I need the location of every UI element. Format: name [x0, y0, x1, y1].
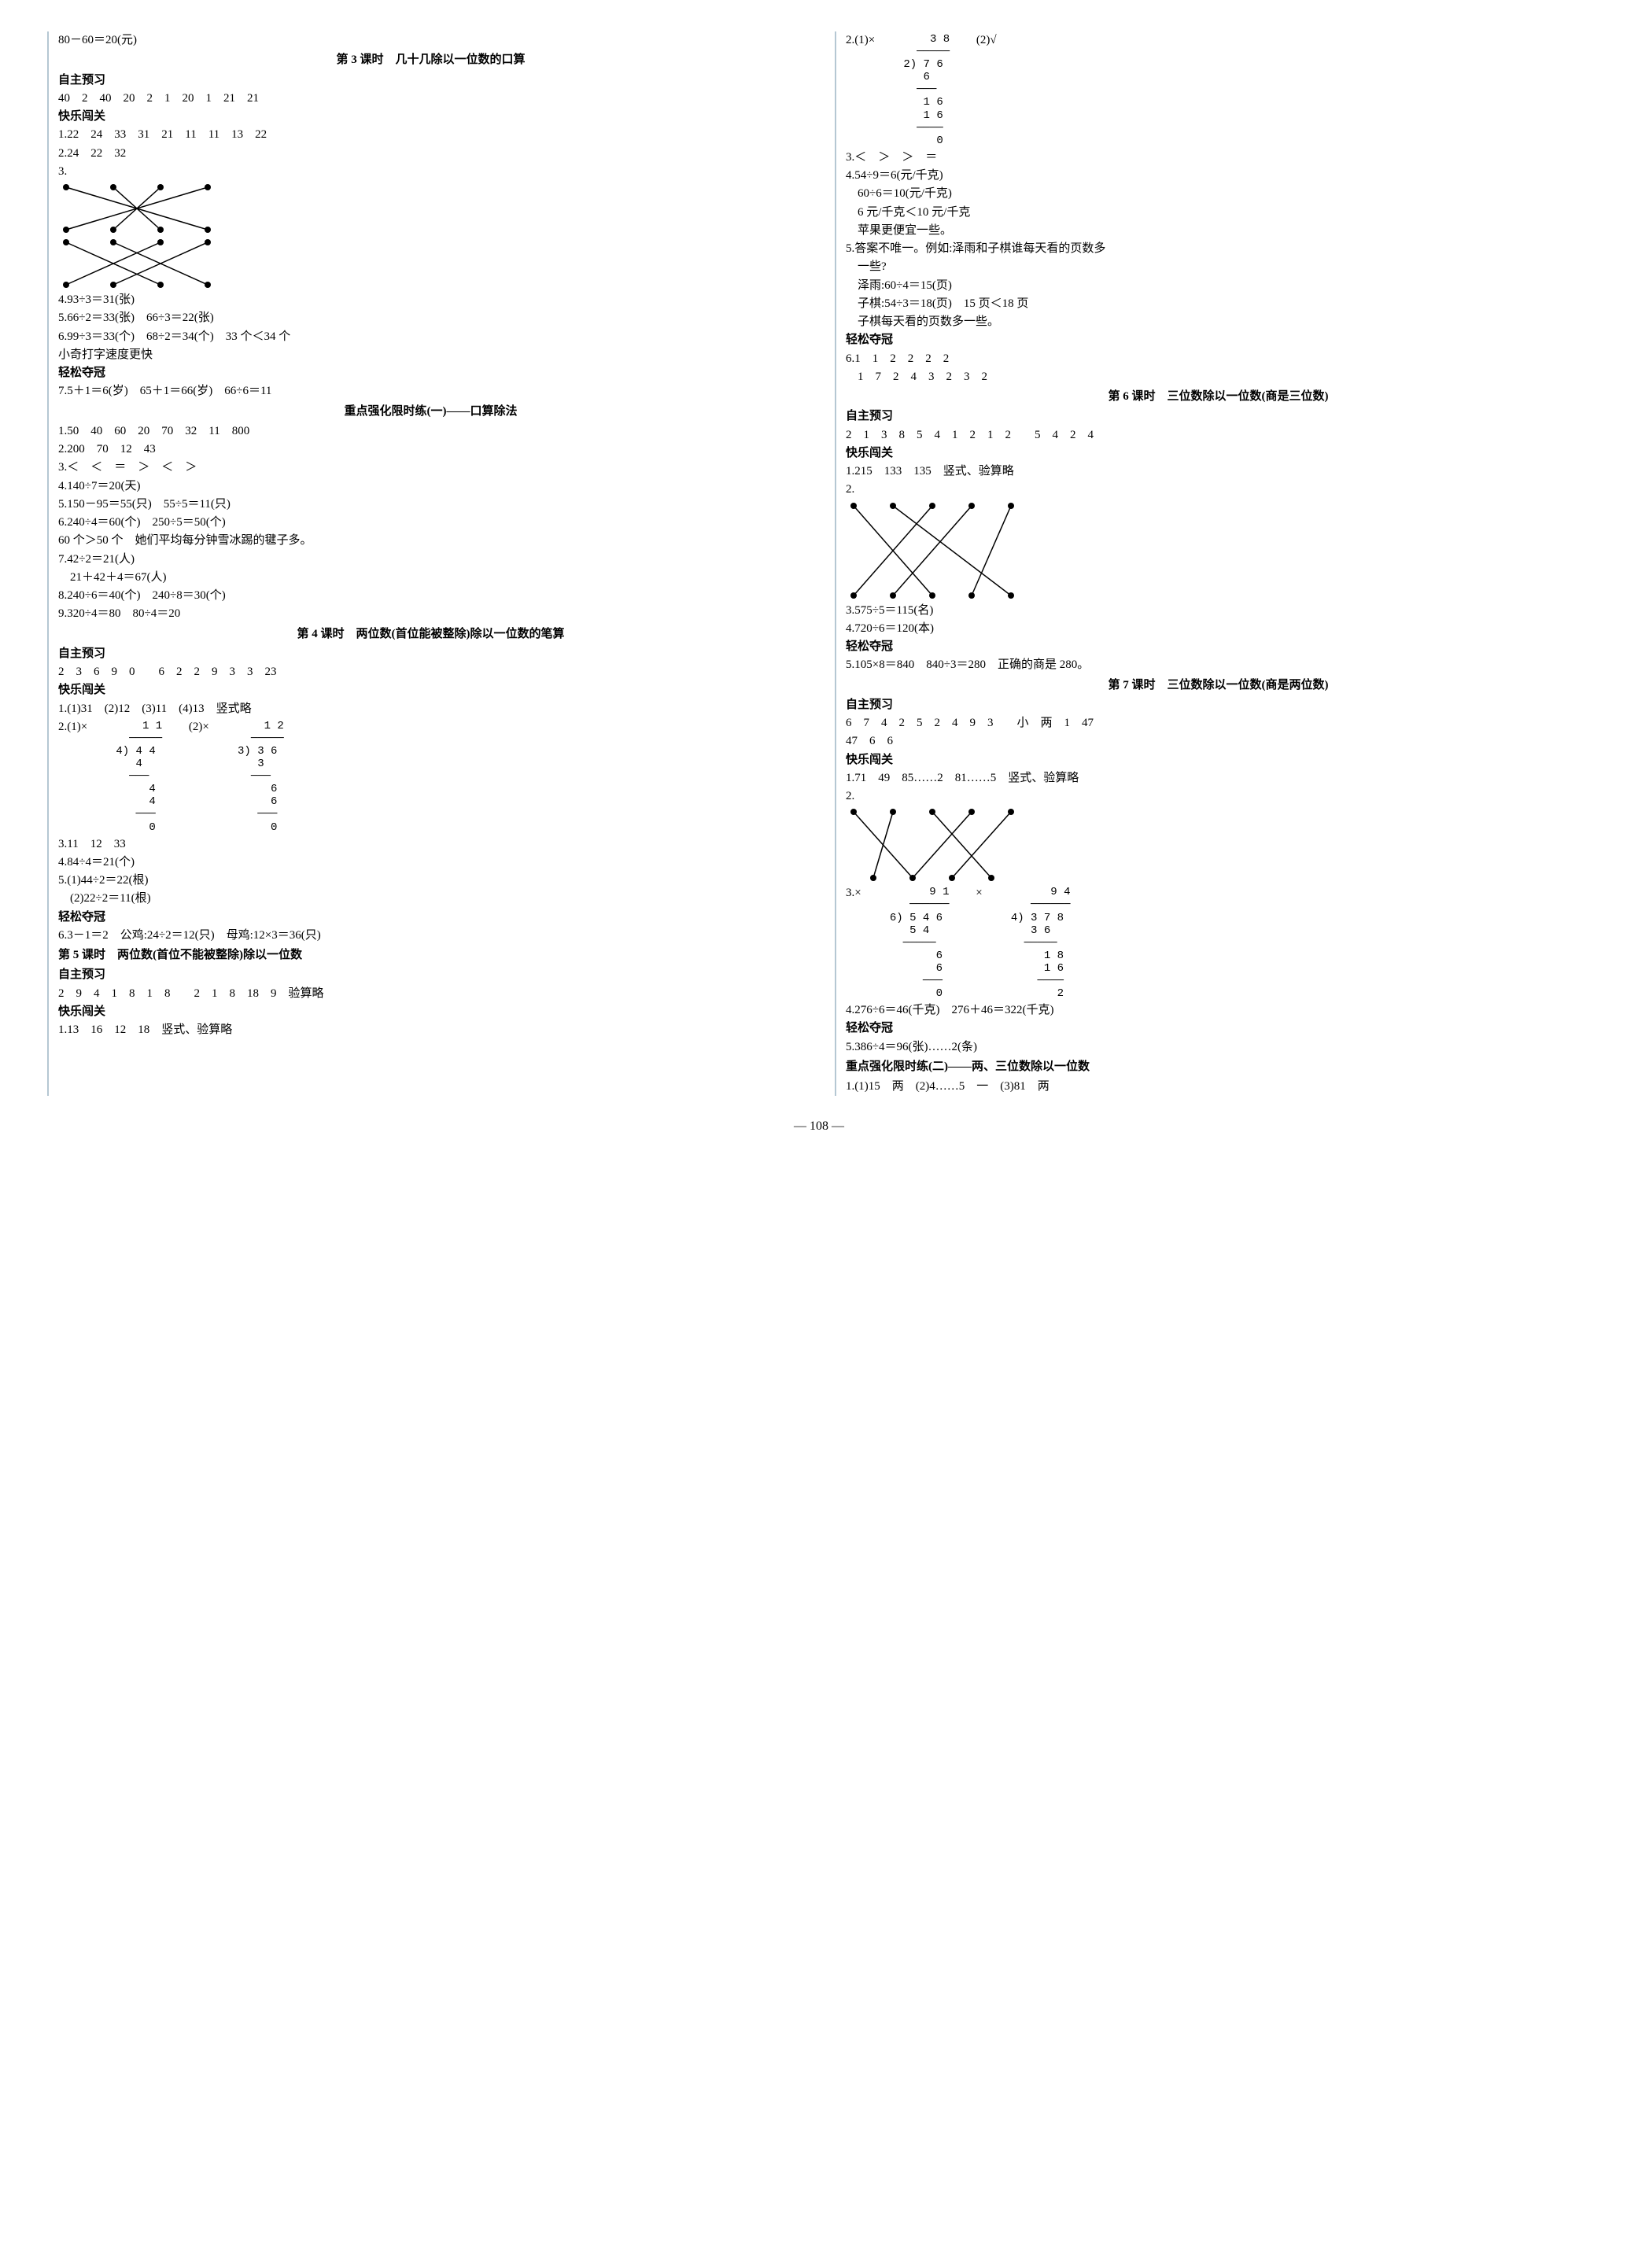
text-line: 一些? [846, 258, 1591, 276]
text-line: 1.50 40 60 20 70 32 11 800 [58, 422, 803, 441]
section-qingsong: 轻松夺冠 [58, 909, 803, 927]
lesson-heading-3: 第 3 课时 几十几除以一位数的口算 [58, 50, 803, 71]
item-label: (2)× [189, 718, 209, 736]
match-diagram-left-bot [58, 236, 216, 291]
text-line: 60 个＞50 个 她们平均每分钟雪冰踢的毽子多。 [58, 532, 803, 550]
text-line: 子棋每天看的页数多一些。 [846, 313, 1591, 331]
practice-heading-2: 重点强化限时练(二)——两、三位数除以一位数 [846, 1057, 1591, 1078]
text-line: 子棋:54÷3＝18(页) 15 页＜18 页 [846, 295, 1591, 313]
text-line: 5.105×8＝840 840÷3＝280 正确的商是 280。 [846, 656, 1591, 674]
text-line: 2 1 3 8 5 4 1 2 1 2 5 4 2 4 [846, 426, 1591, 444]
text-line: 6.99÷3＝33(个) 68÷2＝34(个) 33 个＜34 个 [58, 328, 803, 346]
longdiv-row: 3.× 9 1 ────── 6) 5 4 6 5 4 ───── 6 6 ──… [846, 884, 1591, 1001]
text-line: 47 6 6 [846, 732, 1591, 750]
item-label: 2.(1)× [58, 718, 87, 736]
text-line: 小奇打字速度更快 [58, 346, 803, 364]
section-zizhu: 自主预习 [58, 966, 803, 984]
text-line: 6.3－1＝2 公鸡:24÷2＝12(只) 母鸡:12×3＝36(只) [58, 927, 803, 945]
text-line: 2 9 4 1 8 1 8 2 1 8 18 9 验算略 [58, 985, 803, 1003]
practice-heading-1: 重点强化限时练(一)——口算除法 [58, 401, 803, 422]
text-line: 1.13 16 12 18 竖式、验算略 [58, 1021, 803, 1039]
text-line: 6 元/千克＜10 元/千克 [846, 204, 1591, 222]
text-line: 苹果更便宜一些。 [846, 222, 1591, 240]
lesson-heading-4: 第 4 课时 两位数(首位能被整除)除以一位数的笔算 [58, 624, 803, 645]
text-line: 1.71 49 85……2 81……5 竖式、验算略 [846, 769, 1591, 787]
text-line: 7.42÷2＝21(人) [58, 551, 803, 569]
text-line: 5.66÷2＝33(张) 66÷3＝22(张) [58, 309, 803, 327]
long-division-3: 3 8 ───── 2) 7 6 6 ─── 1 6 1 6 ──── 0 [897, 33, 950, 147]
text-line: 4.84÷4＝21(个) [58, 854, 803, 872]
long-division-4: 9 1 ────── 6) 5 4 6 5 4 ───── 6 6 ─── 0 [883, 886, 949, 1000]
text-line: 1.22 24 33 31 21 11 11 13 22 [58, 126, 803, 144]
text-line: 5.(1)44÷2＝22(根) [58, 872, 803, 890]
section-qingsong: 轻松夺冠 [846, 331, 1591, 349]
text-line: 2 3 6 9 0 6 2 2 9 3 3 23 [58, 663, 803, 681]
match-diagram-left-top [58, 181, 216, 236]
item-label: 2.(1)× [846, 31, 875, 50]
text-line: 3.＜ ＜ ＝ ＞ ＜ ＞ [58, 459, 803, 477]
text-line: 4.54÷9＝6(元/千克) [846, 167, 1591, 185]
text-line: 2.24 22 32 [58, 145, 803, 163]
text-line: 3.11 12 33 [58, 835, 803, 854]
text-line: 2. [846, 481, 1591, 499]
text-line: 4.720÷6＝120(本) [846, 620, 1591, 638]
section-kuaile: 快乐闯关 [58, 108, 803, 126]
text-line: 6 7 4 2 5 2 4 9 3 小 两 1 47 [846, 714, 1591, 732]
text-line: 3. [58, 163, 803, 181]
long-division-1: 1 1 ───── 4) 4 4 4 ─── 4 4 ─── 0 [109, 720, 162, 834]
left-column: 80－60＝20(元) 第 3 课时 几十几除以一位数的口算 自主预习 40 2… [47, 31, 803, 1096]
long-division-5: 9 4 ────── 4) 3 7 8 3 6 ───── 1 8 1 6 ──… [1004, 886, 1070, 1000]
item-label: 3.× [846, 884, 861, 902]
text-line: 21＋42＋4＝67(人) [58, 569, 803, 587]
text-line: 80－60＝20(元) [58, 31, 803, 50]
text-line: 7.5＋1＝6(岁) 65＋1＝66(岁) 66÷6＝11 [58, 382, 803, 400]
text-line: 9.320÷4＝80 80÷4＝20 [58, 605, 803, 623]
lesson-heading-5: 第 5 课时 两位数(首位不能被整除)除以一位数 [58, 945, 803, 966]
text-line: 5.答案不唯一。例如:泽雨和子棋谁每天看的页数多 [846, 240, 1591, 258]
text-line: 5.150－95＝55(只) 55÷5＝11(只) [58, 496, 803, 514]
section-kuaile: 快乐闯关 [846, 444, 1591, 463]
text-line: 3.575÷5＝115(名) [846, 602, 1591, 620]
section-kuaile: 快乐闯关 [58, 681, 803, 699]
text-line: 40 2 40 20 2 1 20 1 21 21 [58, 90, 803, 108]
text-line: 2.200 70 12 43 [58, 441, 803, 459]
text-line: 泽雨:60÷4＝15(页) [846, 277, 1591, 295]
lesson-heading-7: 第 7 课时 三位数除以一位数(商是两位数) [846, 675, 1591, 696]
text-line: 4.276÷6＝46(千克) 276＋46＝322(千克) [846, 1001, 1591, 1020]
match-diagram-r6 [846, 500, 1019, 602]
section-zizhu: 自主预习 [58, 72, 803, 90]
right-column: 2.(1)× 3 8 ───── 2) 7 6 6 ─── 1 6 1 6 ──… [835, 31, 1591, 1096]
lesson-heading-6: 第 6 课时 三位数除以一位数(商是三位数) [846, 386, 1591, 408]
section-kuaile: 快乐闯关 [846, 751, 1591, 769]
text-line: (2)22÷2＝11(根) [58, 890, 803, 908]
text-line: 6.240÷4＝60(个) 250÷5＝50(个) [58, 514, 803, 532]
section-zizhu: 自主预习 [58, 645, 803, 663]
text-line: 3.＜ ＞ ＞ ＝ [846, 149, 1591, 167]
text-line: 5.386÷4＝96(张)……2(条) [846, 1038, 1591, 1057]
text-line: 1.(1)31 (2)12 (3)11 (4)13 竖式略 [58, 700, 803, 718]
section-zizhu: 自主预习 [846, 696, 1591, 714]
text-line: 1.(1)15 两 (2)4……5 一 (3)81 两 [846, 1078, 1591, 1096]
text-line: 60÷6＝10(元/千克) [846, 185, 1591, 203]
match-diagram-r7 [846, 806, 1019, 884]
text-line: 8.240÷6＝40(个) 240÷8＝30(个) [58, 587, 803, 605]
longdiv-row: 2.(1)× 1 1 ───── 4) 4 4 4 ─── 4 4 ─── 0 … [58, 718, 803, 835]
text-line: 6.1 1 2 2 2 2 [846, 350, 1591, 368]
page-number: — 108 — [47, 1119, 1591, 1134]
item-label: (2)√ [976, 31, 997, 50]
section-kuaile: 快乐闯关 [58, 1003, 803, 1021]
section-zizhu: 自主预习 [846, 408, 1591, 426]
text-line: 4.93÷3＝31(张) [58, 291, 803, 309]
long-division-2: 1 2 ───── 3) 3 6 3 ─── 6 6 ─── 0 [231, 720, 284, 834]
text-line: 1 7 2 4 3 2 3 2 [846, 368, 1591, 386]
text-line: 4.140÷7＝20(天) [58, 478, 803, 496]
text-line: 2. [846, 787, 1591, 806]
item-label: × [976, 884, 982, 902]
longdiv-row: 2.(1)× 3 8 ───── 2) 7 6 6 ─── 1 6 1 6 ──… [846, 31, 1591, 149]
section-qingsong: 轻松夺冠 [846, 638, 1591, 656]
text-line: 1.215 133 135 竖式、验算略 [846, 463, 1591, 481]
section-qingsong: 轻松夺冠 [58, 364, 803, 382]
section-qingsong: 轻松夺冠 [846, 1020, 1591, 1038]
